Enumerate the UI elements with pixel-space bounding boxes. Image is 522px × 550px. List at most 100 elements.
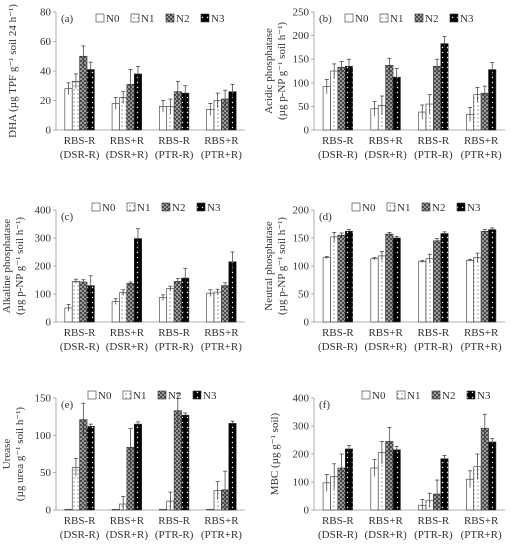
y-axis-label: Acidic phosphatase [263,28,275,114]
legend-swatch-n3 [192,390,202,400]
y-tick-label: 40 [40,66,52,78]
x-tick-label: (DSR-R) [318,341,358,353]
y-tick-label: 150 [35,393,52,405]
bar-n3 [344,65,353,131]
bar-n3 [392,449,401,511]
panel-4: 0 50 100 150 (e) Urease (µg urea g⁻¹ soil h⁻¹)… [1,390,245,541]
x-tick-label: RBS-R [417,327,449,339]
x-tick-label: RBS-R [64,135,96,147]
legend-label: N2 [425,13,438,25]
legend-swatch-n1 [379,13,389,23]
legend-swatch-n1 [126,202,136,212]
y-axis-label-units: (µg p-NP g⁻¹ soil h⁻¹) [276,217,288,315]
bar-n2 [221,285,230,323]
bar-n2 [337,234,346,323]
legend-label: N3 [460,13,474,25]
bar-n2 [126,283,135,323]
bar-n3 [488,441,497,511]
y-tick-label: 100 [293,261,310,273]
legend-swatch-n2 [421,202,431,212]
y-tick-label: 100 [293,477,310,489]
x-tick-label: RBS-R [158,135,190,147]
x-tick-label: (DSR-R) [318,149,358,161]
y-axis-label: Urease [1,439,13,470]
legend-swatch-n0 [91,202,101,212]
bar-n3 [133,423,142,511]
bar-n0 [159,297,168,323]
x-tick-label: (PTR-R) [414,529,453,541]
x-tick-label: RBS-R [64,515,96,527]
legend-label: N2 [442,390,455,402]
legend-swatch-n2 [431,390,441,400]
y-axis-label-group: Alkaline phosphatase (µg p-NP g⁻¹ soil h⁻… [1,217,26,315]
x-tick-label: (DSR-R) [60,529,100,541]
bar-n0 [111,301,120,323]
legend-swatch-n2 [161,202,171,212]
bar-n3 [488,69,497,131]
legend-swatch-n2 [165,13,175,23]
bar-n2 [433,240,442,323]
legend-label: N2 [168,390,181,402]
x-tick-label: (DSR+R) [364,529,407,541]
y-tick-label: 60 [40,36,52,48]
x-tick-label: (DSR+R) [106,341,149,353]
legend-swatch-n0 [351,202,361,212]
x-tick-label: RBS+R [464,327,499,339]
bar-n0 [206,292,215,323]
bar-n1 [213,291,222,323]
bar-n2 [337,66,346,131]
bar-n1 [425,258,434,323]
legend-swatch-n0 [87,390,97,400]
bar-n1 [330,70,339,131]
bar-n3 [344,448,353,511]
y-tick-label: 300 [35,233,52,245]
x-tick-label: (PTR-R) [155,149,194,161]
x-tick-label: RBS+R [110,327,145,339]
panel-label: (f) [319,399,330,411]
y-tick-label: 400 [35,205,52,217]
bar-n2 [433,65,442,131]
bar-n0 [64,508,73,511]
bar-n1 [330,236,339,323]
legend-label: N1 [133,390,146,402]
x-tick-label: (PTR-R) [155,529,194,541]
panel-label: (c) [61,211,74,223]
bar-n3 [133,73,142,131]
y-tick-label: 400 [293,393,310,405]
x-tick-label: (DSR+R) [106,149,149,161]
legend-swatch-n3 [196,202,206,212]
y-tick-label: 50 [40,467,52,479]
bar-n2 [385,65,394,131]
y-tick-label: 300 [293,421,310,433]
bar-n0 [159,508,168,511]
bar-n1 [377,255,386,323]
y-tick-label: 150 [293,233,310,245]
legend-label: N0 [355,13,369,25]
bar-n2 [173,281,182,323]
legend-swatch-n1 [386,202,396,212]
x-tick-label: RBS+R [368,135,403,147]
x-tick-label: (DSR+R) [364,149,407,161]
x-tick-label: (PTR+R) [461,149,502,161]
legend-label: N2 [432,202,445,214]
panel-0: 0 20 40 60 80 (a) DHA (µg TPF g⁻¹ soil 24 h⁻¹)… [7,4,245,161]
legend-label: N1 [137,202,150,214]
legend-label: N0 [98,390,112,402]
x-tick-label: RBS-R [322,515,354,527]
bar-n3 [440,233,449,323]
legend-label: N0 [362,202,376,214]
y-axis-label-group: Neutral phosphatase (µg p-NP g⁻¹ soil h⁻¹… [263,217,288,315]
x-tick-label: RBS+R [110,515,145,527]
panel-label: (e) [61,399,74,411]
x-tick-label: RBS-R [322,135,354,147]
x-tick-label: (DSR-R) [60,149,100,161]
bar-n2 [385,233,394,323]
x-tick-label: (DSR+R) [106,529,149,541]
bar-n1 [166,288,175,323]
y-axis-label-group: Urease (µg urea g⁻¹ soil h⁻¹) [1,407,26,502]
bar-n0 [111,508,120,511]
bar-n3 [133,238,142,323]
x-tick-label: RBS+R [204,515,239,527]
x-tick-label: (PTR+R) [461,529,502,541]
panel-label: (b) [319,13,332,25]
